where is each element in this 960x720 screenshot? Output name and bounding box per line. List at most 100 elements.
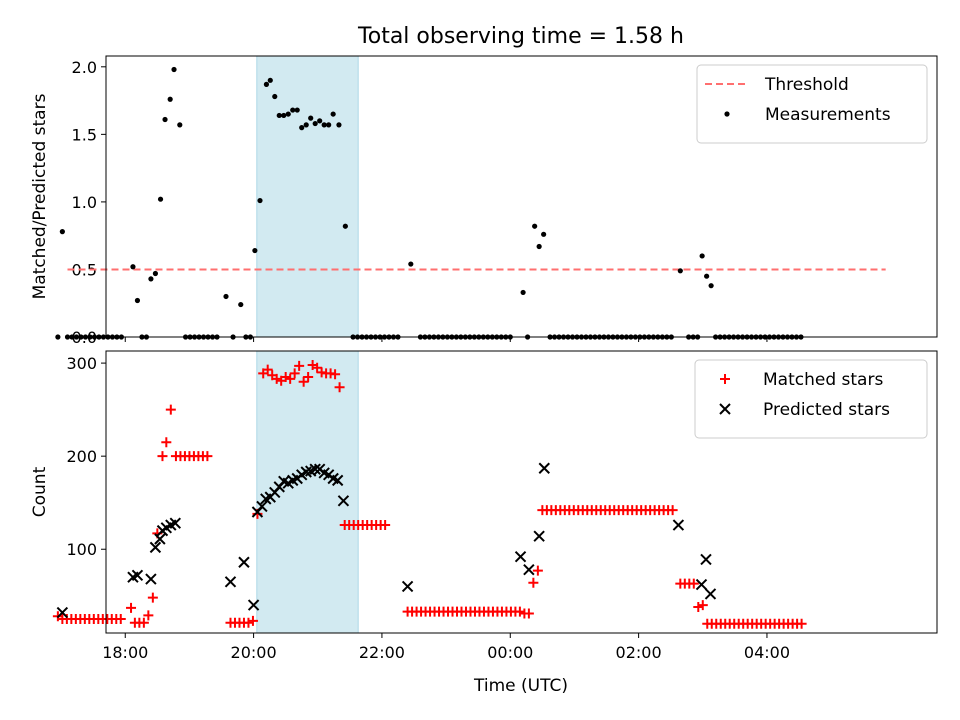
measurement-point [223, 293, 229, 300]
measurement-point [308, 115, 314, 121]
matched-star-point [688, 578, 699, 589]
predicted-star-point [700, 553, 712, 566]
predicted-star-point [523, 564, 535, 576]
matched-star-point [303, 372, 314, 383]
matched-star-point [380, 520, 391, 531]
measurement-point [541, 231, 547, 237]
matched-star-point [667, 505, 678, 516]
measurement-point [157, 196, 164, 202]
measurement-point [536, 243, 542, 250]
plot-frame [105, 350, 938, 634]
measurement-point [336, 122, 342, 128]
x-tick-label: 04:00 [744, 643, 790, 662]
y-tick-label: 1.0 [72, 193, 97, 212]
measurement-point [96, 334, 102, 340]
ratio-panel: Matched/Predicted stars0.00.51.01.52.0Th… [30, 55, 938, 347]
chart-title: Total observing time = 1.58 h [357, 24, 684, 49]
matched-star-point [294, 360, 305, 371]
matched-star-point [697, 600, 708, 611]
legend-box [696, 64, 928, 144]
measurement-point [171, 66, 177, 73]
y-tick-label: 100 [66, 540, 97, 559]
measurement-point [704, 273, 710, 279]
measurement-point [78, 334, 84, 340]
matched-star-point [330, 369, 341, 380]
measurement-point [299, 125, 305, 131]
matched-star-point [312, 362, 323, 373]
measurement-point [342, 223, 348, 229]
predicted-star-point [331, 474, 344, 487]
highlight-span [256, 55, 359, 338]
matched-star-point [528, 577, 539, 588]
y-axis-label: Matched/Predicted stars [30, 93, 50, 299]
matched-star-point [115, 614, 126, 625]
measurement-point [276, 112, 282, 119]
measurement-point [281, 112, 287, 119]
measurement-point [55, 334, 61, 340]
measurement-point [257, 197, 263, 204]
measurement-point [408, 261, 414, 267]
measurement-point [303, 122, 309, 128]
matched-star-point [161, 437, 172, 448]
matched-star-point [693, 601, 704, 612]
matched-star-point [138, 617, 149, 628]
highlight-span [256, 350, 359, 634]
x-tick-label: 18:00 [102, 643, 148, 662]
matched-star-point [247, 615, 258, 626]
y-axis-label: Count [30, 466, 50, 517]
measurement-point [520, 289, 526, 296]
measurement-point [272, 93, 278, 100]
x-tick-label: 22:00 [359, 643, 405, 662]
matched-star-point [126, 602, 137, 613]
legend-matched-swatch [720, 374, 730, 384]
predicted-star-point [224, 576, 237, 588]
legend-predicted-swatch [719, 403, 731, 415]
measurement-point [294, 107, 300, 113]
predicted-star-point [145, 573, 157, 585]
predicted-star-point [704, 588, 717, 600]
measurement-point [326, 122, 332, 128]
matched-star-point [285, 373, 296, 384]
y-tick-label: 200 [66, 447, 97, 466]
measurement-point [167, 96, 173, 102]
matched-star-point [243, 617, 254, 628]
measurement-point [152, 270, 159, 277]
legend-label: Matched stars [763, 370, 883, 390]
measurement-point [64, 334, 71, 340]
measurement-point [148, 276, 154, 282]
legend-label: Threshold [764, 75, 849, 95]
matched-star-point [280, 372, 291, 383]
y-tick-label: 1.5 [72, 125, 97, 144]
measurement-point [312, 120, 318, 127]
counts-panel: Count 100 200 300 18:00 20:00 22:00 00:00 02:00 0… [30, 350, 938, 662]
y-tick-label: 300 [66, 354, 97, 373]
measurement-point [238, 301, 244, 308]
measurement-point [330, 111, 336, 117]
matched-star-point [165, 404, 176, 415]
measurement-point [82, 334, 89, 340]
matched-star-point [796, 618, 807, 629]
legend-label: Predicted stars [763, 400, 890, 420]
predicted-star-point [169, 517, 182, 529]
measurement-point [59, 229, 65, 235]
predicted-star-point [695, 578, 708, 591]
matched-star-point [523, 608, 534, 619]
x-tick-label: 20:00 [231, 643, 277, 662]
measurement-point [177, 122, 183, 128]
measurement-point [134, 297, 141, 304]
legend-label: Measurements [765, 105, 891, 125]
matched-star-point [143, 610, 154, 621]
predicted-star-point [337, 495, 350, 507]
predicted-star-point [154, 533, 166, 545]
matched-star-point [514, 606, 525, 617]
measurement-point [252, 247, 258, 254]
measurement-point [100, 334, 107, 340]
matched-star-point [157, 451, 168, 462]
x-tick-label: 00:00 [487, 643, 533, 662]
matched-star-point [334, 382, 345, 393]
measurement-point [708, 283, 714, 289]
matched-star-point [532, 565, 543, 576]
matched-star-point [262, 364, 273, 375]
predicted-star-point [131, 569, 144, 582]
